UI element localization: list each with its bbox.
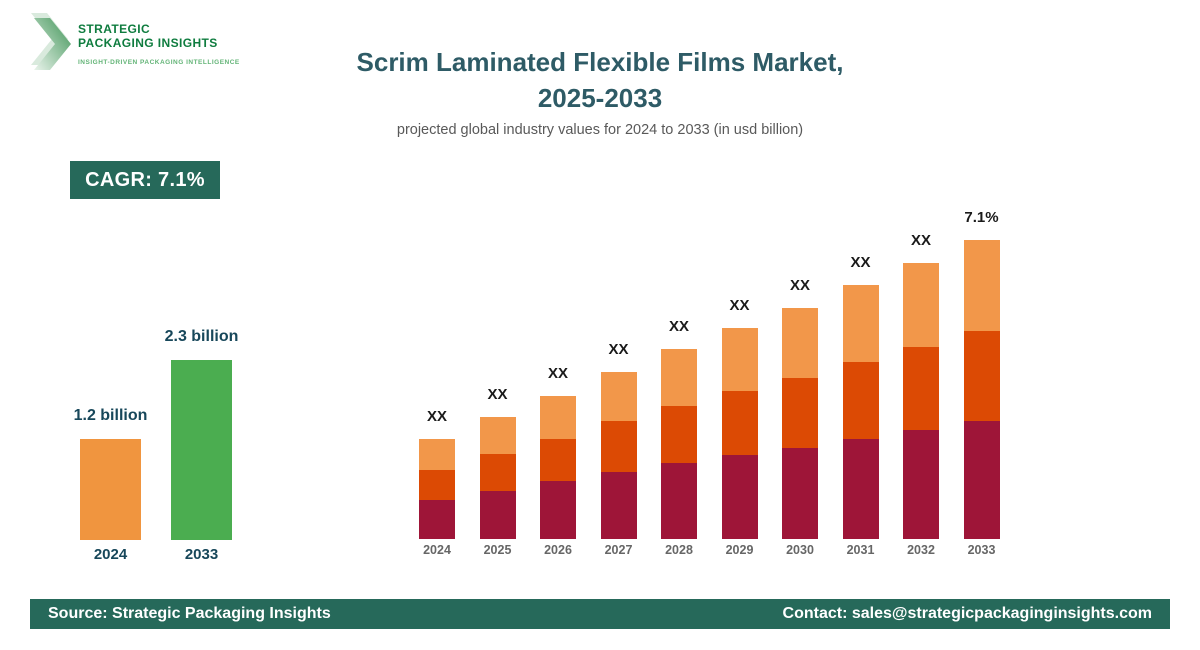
- bar-top-label-2031: XX: [850, 254, 871, 271]
- chevron-logo-icon: [31, 13, 71, 70]
- bar-top-label-2025: XX: [487, 386, 508, 403]
- mini-bar-value-2033: 2.3 billion: [164, 328, 239, 345]
- stacked-bar-2031-segment-middle: [842, 362, 879, 439]
- stacked-bar-2031-segment-bottom: [842, 439, 879, 539]
- stacked-bar-2024-segment-bottom: [419, 500, 455, 539]
- mini-bar-value-2024: 1.2 billion: [73, 407, 148, 424]
- page-title-line1: Scrim Laminated Flexible Films Market,: [356, 47, 844, 77]
- mini-bar-2024: [80, 439, 141, 540]
- stacked-bar-2025-segment-top: [479, 417, 516, 454]
- stacked-bar-2027-segment-bottom: [600, 472, 637, 539]
- stacked-bar-2033-segment-top: [963, 240, 1000, 331]
- stacked-bar-2028-segment-middle: [661, 406, 697, 463]
- axis-label-2033: 2033: [967, 543, 996, 557]
- stacked-bar-2025-segment-bottom: [479, 491, 516, 539]
- stacked-bar-2033-segment-bottom: [963, 421, 1000, 539]
- stacked-bar-2026-segment-top: [540, 396, 576, 439]
- stacked-bar-2027-segment-top: [600, 372, 637, 421]
- axis-label-2024: 2024: [423, 543, 451, 557]
- stacked-bar-2029-segment-top: [721, 328, 758, 391]
- axis-label-2029: 2029: [725, 543, 754, 557]
- stacked-bar-2024-segment-middle: [419, 470, 455, 500]
- axis-label-2028: 2028: [665, 543, 693, 557]
- bar-top-label-2026: XX: [547, 365, 568, 382]
- axis-label-2031: 2031: [846, 543, 875, 557]
- stacked-bar-2028-segment-top: [661, 349, 697, 406]
- stacked-bar-2029-segment-bottom: [721, 455, 758, 539]
- stacked-bar-2026-segment-middle: [540, 439, 576, 481]
- footer-source: Source: Strategic Packaging Insights: [48, 605, 331, 622]
- bar-top-label-2029: XX: [729, 297, 750, 314]
- stacked-bar-2032-segment-middle: [903, 347, 939, 430]
- bar-top-label-2024: XX: [426, 408, 447, 425]
- stacked-bar-2028-segment-bottom: [661, 463, 697, 539]
- brand-tagline: INSIGHT-DRIVEN PACKAGING INTELLIGENCE: [78, 59, 240, 66]
- axis-label-2027: 2027: [604, 543, 633, 557]
- bar-top-label-2030: XX: [789, 277, 810, 294]
- bar-top-label-2033: 7.1%: [964, 209, 999, 226]
- axis-label-2025: 2025: [483, 543, 512, 557]
- bar-top-label-2032: XX: [910, 232, 931, 249]
- brand-name-line1: STRATEGIC: [78, 22, 151, 36]
- mini-bar-2033: [171, 360, 232, 540]
- mini-axis-label-2024: 2024: [93, 546, 128, 563]
- stacked-bar-2033-segment-middle: [963, 331, 1000, 421]
- brand-name-line2: PACKAGING INSIGHTS: [78, 36, 218, 50]
- footer-bar: Source: Strategic Packaging Insights Con…: [30, 599, 1170, 629]
- cagr-badge: CAGR: 7.1%: [70, 161, 220, 199]
- mini-axis-label-2033: 2033: [184, 546, 219, 563]
- stacked-bar-2031-segment-top: [842, 285, 879, 362]
- axis-label-2026: 2026: [544, 543, 572, 557]
- stacked-bar-2030-segment-middle: [782, 378, 818, 448]
- stacked-bar-2030-segment-bottom: [782, 448, 818, 539]
- axis-label-2032: 2032: [907, 543, 935, 557]
- page-title-line2: 2025-2033: [537, 83, 663, 113]
- stacked-bar-2026-segment-bottom: [540, 481, 576, 539]
- title-block: Scrim Laminated Flexible Films Market, 2…: [0, 44, 1200, 138]
- stacked-bar-2032-segment-top: [903, 263, 939, 347]
- footer-contact: Contact: sales@strategicpackaginginsight…: [782, 605, 1152, 622]
- bar-top-label-2027: XX: [608, 341, 629, 358]
- axis-label-2030: 2030: [786, 543, 814, 557]
- stacked-bar-2025-segment-middle: [479, 454, 516, 491]
- stacked-bar-2029-segment-middle: [721, 391, 758, 455]
- brand-logo: STRATEGIC PACKAGING INSIGHTS INSIGHT-DRI…: [30, 12, 240, 72]
- stacked-bar-2030-segment-top: [782, 308, 818, 378]
- stacked-bar-2032-segment-bottom: [903, 430, 939, 539]
- page-subtitle: projected global industry values for 202…: [396, 122, 804, 138]
- brand-text: STRATEGIC PACKAGING INSIGHTS INSIGHT-DRI…: [78, 12, 240, 66]
- stacked-bar-2024-segment-top: [419, 439, 455, 470]
- bar-top-label-2028: XX: [668, 318, 689, 335]
- stacked-bar-2027-segment-middle: [600, 421, 637, 472]
